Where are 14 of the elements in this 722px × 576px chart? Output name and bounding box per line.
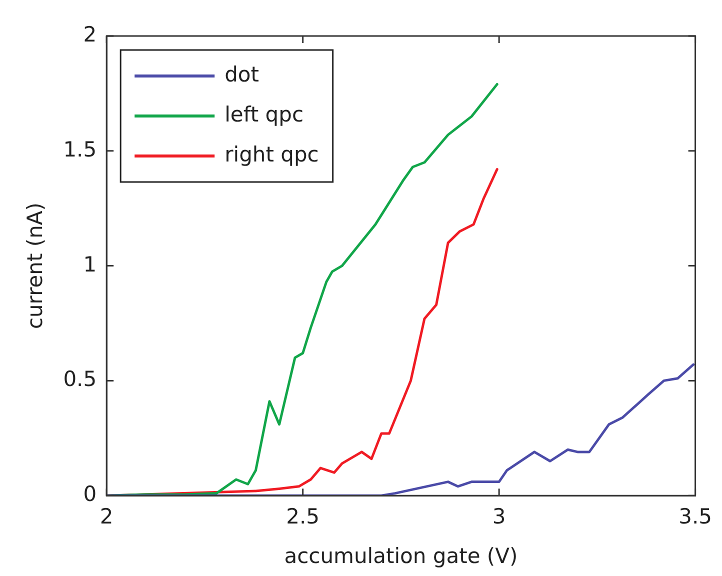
- legend-label: left qpc: [224, 102, 304, 126]
- x-tick-label: 3.5: [678, 504, 712, 529]
- y-tick-label: 0: [83, 482, 97, 506]
- y-tick-label: 1: [83, 252, 97, 276]
- y-tick-label: 1.5: [63, 137, 97, 162]
- x-tick-label: 2.5: [286, 504, 320, 529]
- legend-label: right qpc: [224, 142, 319, 166]
- x-tick-label: 3: [492, 504, 506, 529]
- y-tick-label: 0.5: [63, 367, 97, 392]
- x-tick-label: 2: [100, 504, 114, 529]
- x-axis-title: accumulation gate (V): [284, 544, 518, 568]
- legend-label: dot: [224, 62, 260, 86]
- y-axis-title: current (nA): [23, 202, 48, 330]
- y-tick-label: 2: [83, 22, 97, 46]
